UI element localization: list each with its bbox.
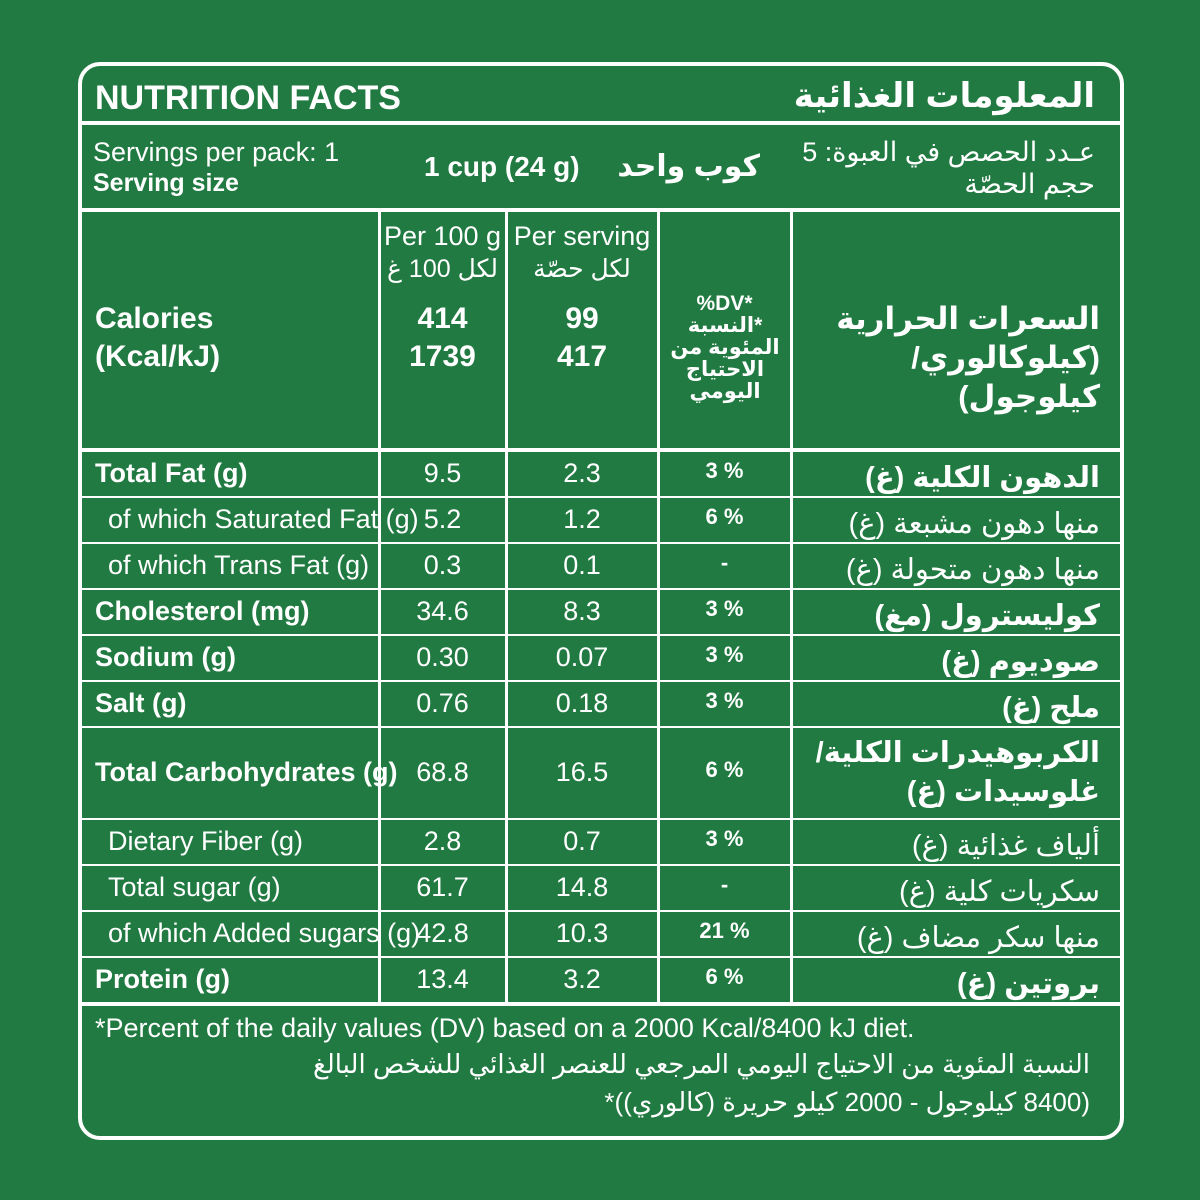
nutrient-value: 0.76 [416,688,469,718]
divider [80,448,1120,452]
nutrient-name: Protein (g) [95,964,230,994]
col-header: Per 100 g [383,221,502,251]
servings-ar: عـدد الحصص في العبوة: 5 [802,137,1095,167]
row-divider [80,864,1120,866]
nutrient-value: 9.5 [423,458,462,488]
serving-size-value: 1 cup (24 g) [424,151,580,182]
nutrient-value: 0.18 [555,688,609,718]
nutrient-name-ar: بروتين (غ) [957,968,1100,1000]
nutrient-value: 10.3 [555,918,609,948]
col-header-ar: *النسبة المئوية من الاحتياج اليومي [670,314,780,404]
col-header-ar: لكل حصّة [533,255,631,283]
serving-size-en: Serving size [93,169,239,197]
row-divider [80,542,1120,544]
nutrient-name-ar: كوليسترول (مغ) [874,600,1101,632]
nutrient-value: 0.07 [555,642,609,672]
footnote-ar: (8400 كيلوجول - 2000 كيلو حريرة (كالوري)… [604,1087,1090,1117]
calories-label-ar: السعرات الحرارية (كيلوكالوري/ كيلوجول) [836,301,1100,414]
row-divider [80,588,1120,590]
calories-label: (Kcal/kJ) [95,340,221,373]
nutrient-name: of which Trans Fat (g) [108,550,370,580]
nutrient-value: 0.7 [563,826,601,856]
row-divider [80,726,1120,728]
nutrient-name-ar: منها دهون مشبعة (غ) [848,508,1100,540]
nutrient-name: Cholesterol (mg) [95,596,310,626]
dv-value: - [720,872,729,897]
nutrient-name-ar: ألياف غذائية (غ) [911,830,1100,862]
column-divider [378,210,381,1004]
nutrient-value: 2.3 [563,458,601,488]
nutrient-value: 13.4 [416,964,469,994]
column-divider [657,210,660,1004]
row-divider [80,680,1120,682]
nutrient-name: Total Fat (g) [95,458,248,488]
col-header-ar: لكل 100 غ [387,255,498,283]
serving-size-ar: حجم الحصّة [964,169,1095,199]
nutrient-name: Salt (g) [95,688,187,718]
nutrient-name-ar: منها سكر مضاف (غ) [856,922,1100,954]
row-divider [80,910,1120,912]
calories-label: Calories [95,302,214,335]
nutrient-name: Dietary Fiber (g) [108,826,304,856]
row-divider [80,496,1120,498]
nutrient-value: 14.8 [555,872,609,902]
divider [80,121,1120,125]
nutrient-name-ar: ملح (غ) [1002,692,1100,724]
dv-value: 3 % [705,642,744,667]
nutrient-value: 61.7 [416,872,469,902]
divider [80,208,1120,212]
calories-value: 1739 [409,340,476,373]
col-header: %DV* [696,292,753,315]
col-header: Per serving [513,221,651,251]
dv-value: 3 % [705,826,744,851]
dv-value: 6 % [705,964,744,989]
nutrient-value: 34.6 [416,596,469,626]
calories-value: 414 [417,302,468,335]
row-divider [80,1002,1120,1006]
nutrient-value: 0.30 [416,642,469,672]
calories-value: 417 [556,340,608,373]
nutrient-value: 1.2 [563,504,601,534]
footnote-ar: النسبة المئوية من الاحتياج اليومي المرجع… [313,1049,1090,1079]
dv-value: 6 % [705,504,744,529]
nutrient-name-ar: الكربوهيدرات الكلية/ غلوسيدات (غ) [815,737,1100,809]
title-ar: المعلومات الغذائية [793,77,1095,115]
nutrient-value: 2.8 [423,826,462,856]
nutrient-name: of which Saturated Fat (g) [108,504,419,534]
nutrient-value: 16.5 [555,757,609,787]
nutrient-value: 0.3 [423,550,462,580]
title-en: NUTRITION FACTS [95,79,401,117]
dv-value: 3 % [705,458,744,483]
dv-value: 3 % [705,688,744,713]
row-divider [80,818,1120,820]
nutrient-name-ar: سكريات كلية (غ) [899,876,1100,908]
row-divider [80,956,1120,958]
dv-value: 21 % [699,918,750,943]
serving-size-value-ar: كوب واحد [617,150,760,183]
nutrient-name: of which Added sugars (g) [108,918,421,948]
servings-en: Servings per pack: 1 [93,137,340,167]
column-divider [505,210,508,1004]
nutrient-value: 8.3 [563,596,601,626]
calories-value: 99 [565,302,599,335]
nutrient-name: Total sugar (g) [108,872,281,902]
column-divider [790,210,793,1004]
label-border [78,62,1124,1140]
nutrient-name: Sodium (g) [95,642,236,672]
nutrient-name-ar: منها دهون متحولة (غ) [845,554,1100,586]
nutrient-value: 42.8 [416,918,469,948]
dv-value: 3 % [705,596,744,621]
nutrient-value: 68.8 [416,757,469,787]
nutrient-value: 5.2 [423,504,462,534]
nutrient-value: 0.1 [563,550,601,580]
dv-value: - [720,550,729,575]
nutrient-value: 3.2 [563,964,601,994]
row-divider [80,634,1120,636]
nutrient-name: Total Carbohydrates (g) [95,757,398,787]
dv-value: 6 % [705,757,744,782]
nutrient-name-ar: صوديوم (غ) [941,646,1100,678]
nutrient-name-ar: الدهون الكلية (غ) [865,462,1100,494]
footnote-en: *Percent of the daily values (DV) based … [95,1013,915,1043]
